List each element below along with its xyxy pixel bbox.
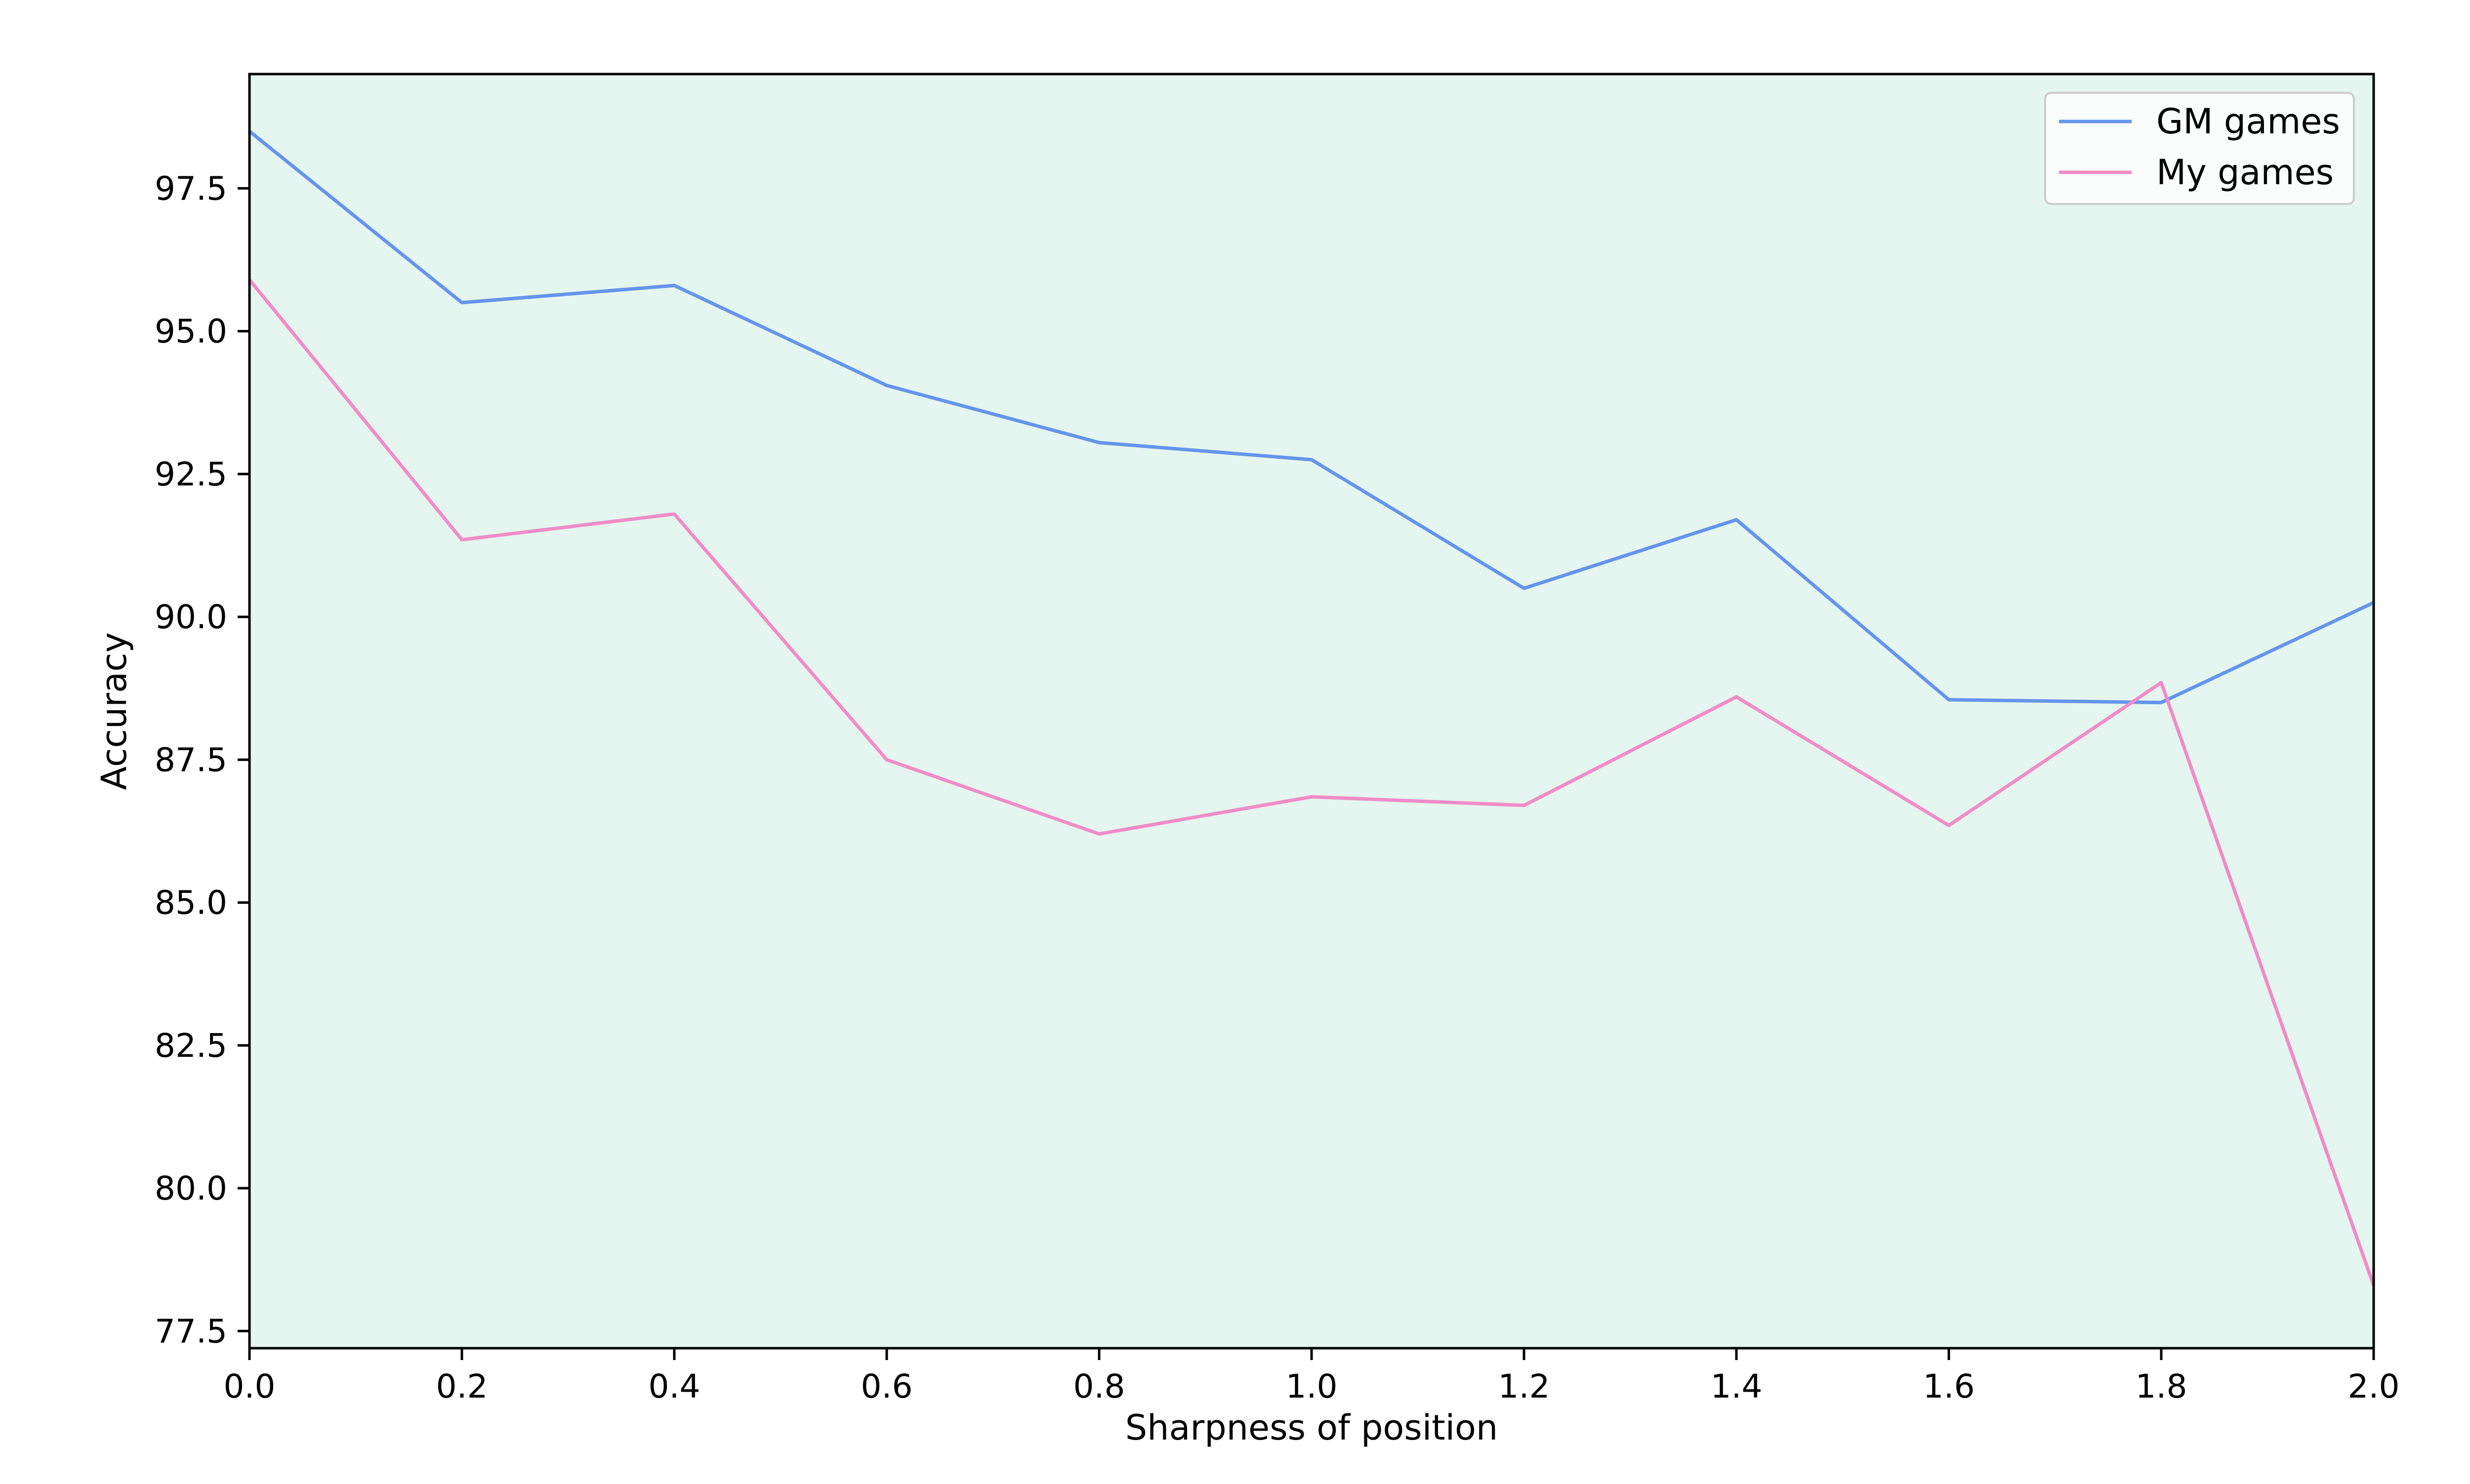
y-tick-label: 77.5 [155,1312,227,1350]
y-tick-label: 80.0 [155,1169,227,1207]
y-axis: 77.5 80.0 82.5 85.0 87.5 90.0 92.5 95.0 97.5 [155,169,249,1350]
x-axis-label: Sharpness of position [1125,1407,1498,1448]
y-tick-label: 90.0 [155,598,227,636]
x-tick-label: 1.0 [1286,1367,1338,1405]
y-tick-label: 92.5 [155,455,227,493]
y-axis-label: Accuracy [94,632,134,790]
legend: GM games My games [2044,92,2355,205]
y-tick-label: 85.0 [155,884,227,922]
legend-label: GM games [2156,101,2340,142]
data-point [2161,702,2162,703]
x-tick-label: 1.8 [2136,1367,2187,1405]
x-tick-label: 1.2 [1498,1367,1550,1405]
y-tick-label: 95.0 [155,313,227,351]
x-tick-label: 0.0 [224,1367,276,1405]
x-tick-label: 0.4 [649,1367,700,1405]
x-tick-label: 1.4 [1711,1367,1763,1405]
x-tick-label: 1.6 [1923,1367,1975,1405]
x-tick-label: 2.0 [2348,1367,2400,1405]
data-point [1099,442,1100,443]
data-point [2161,682,2162,683]
y-tick-label: 82.5 [155,1027,227,1065]
y-tick-label: 97.5 [155,169,227,207]
legend-label: My games [2156,152,2334,193]
y-tick-label: 87.5 [155,741,227,779]
x-axis: 0.0 0.2 0.4 0.6 0.8 1.0 1.2 1.4 1.6 1.8 2.0 [224,1348,2400,1405]
legend-items: GM games My games [2059,101,2340,193]
x-tick-label: 0.6 [861,1367,913,1405]
x-tick-label: 0.2 [436,1367,488,1405]
x-tick-label: 0.8 [1073,1367,1125,1405]
plot-area [249,74,2374,1348]
series-layer [248,129,2376,1286]
data-point [674,285,675,286]
